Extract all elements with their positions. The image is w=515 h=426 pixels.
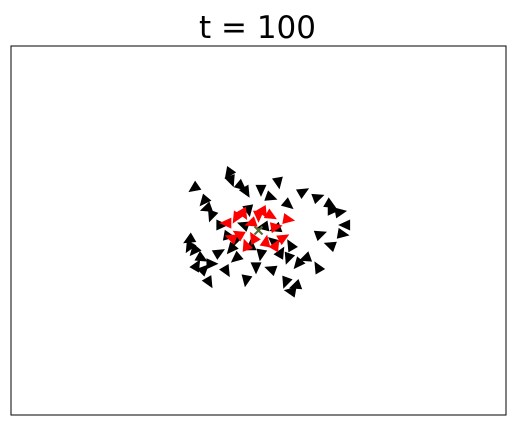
series-1-point-27 (287, 239, 298, 253)
series-1-point-17 (334, 207, 348, 219)
series-1-point-14 (311, 193, 325, 205)
series-1-point-23 (298, 251, 313, 262)
series-1-point-40 (201, 275, 213, 289)
series-2-point-3 (232, 230, 246, 242)
series-1-point-6 (224, 174, 235, 188)
series-1-point-4 (208, 209, 219, 223)
series-1-point-33 (256, 248, 268, 262)
series-1-point-46 (183, 232, 197, 244)
series-2-point-1 (219, 217, 232, 229)
series-2-point-13 (268, 239, 280, 253)
series-1-point-22 (314, 261, 326, 275)
series-1-point-43 (189, 259, 201, 273)
series-1-point-15 (323, 197, 337, 209)
series-1-point-32 (250, 262, 262, 275)
series-1-point-41 (196, 264, 209, 277)
series-2-point-4 (236, 206, 248, 220)
center-marker-1 (253, 225, 264, 236)
series-1-point-38 (211, 249, 225, 260)
series-2-point-5 (244, 216, 258, 227)
series-2-point-11 (269, 222, 283, 234)
chart-title: t = 100 (199, 10, 316, 46)
series-1-point-36 (219, 264, 230, 278)
series-2-point-9 (259, 234, 271, 248)
series-1-point-2 (199, 193, 212, 207)
series-1-point-13 (295, 188, 310, 200)
series-1-point-25 (284, 251, 296, 265)
series-1-point-42 (194, 250, 208, 262)
series-1-point-39 (206, 258, 219, 270)
series-1-point-21 (323, 241, 337, 253)
series-2-point-15 (282, 213, 296, 224)
series-2-point-2 (232, 210, 244, 224)
series-1-point-12 (280, 197, 294, 210)
series-1-point-24 (293, 256, 306, 270)
series-1-point-1 (188, 180, 202, 193)
series-1-point-35 (230, 250, 244, 263)
series-1-point-20 (313, 230, 327, 242)
series-1-point-5 (224, 166, 237, 180)
series-1-point-18 (338, 219, 351, 231)
series-1-point-16 (327, 204, 340, 216)
series-1-point-11 (272, 176, 283, 190)
series-1-point-37 (226, 241, 239, 255)
series-1-point-26 (273, 246, 285, 260)
series-2-point-16 (224, 234, 238, 245)
series-1-point-30 (282, 275, 293, 289)
series-2-point-12 (276, 234, 290, 246)
series-1-point-47 (216, 219, 229, 231)
series-1-point-45 (185, 240, 197, 254)
series-1-point-3 (199, 201, 214, 212)
series-1-point-31 (264, 265, 278, 277)
series-1-point-9 (255, 184, 267, 197)
series-2-point-6 (250, 231, 261, 245)
series-1-point-29 (283, 286, 297, 298)
series-2-point-10 (263, 208, 277, 220)
series-2-point-14 (242, 238, 254, 252)
plot-marks (183, 166, 351, 298)
series-1-point-10 (264, 190, 278, 201)
series-1-point-8 (238, 184, 250, 198)
series-1-point-19 (336, 227, 350, 239)
series-1-point-28 (289, 278, 303, 290)
series-1-point-34 (241, 274, 253, 288)
series-2-point-8 (256, 204, 267, 219)
